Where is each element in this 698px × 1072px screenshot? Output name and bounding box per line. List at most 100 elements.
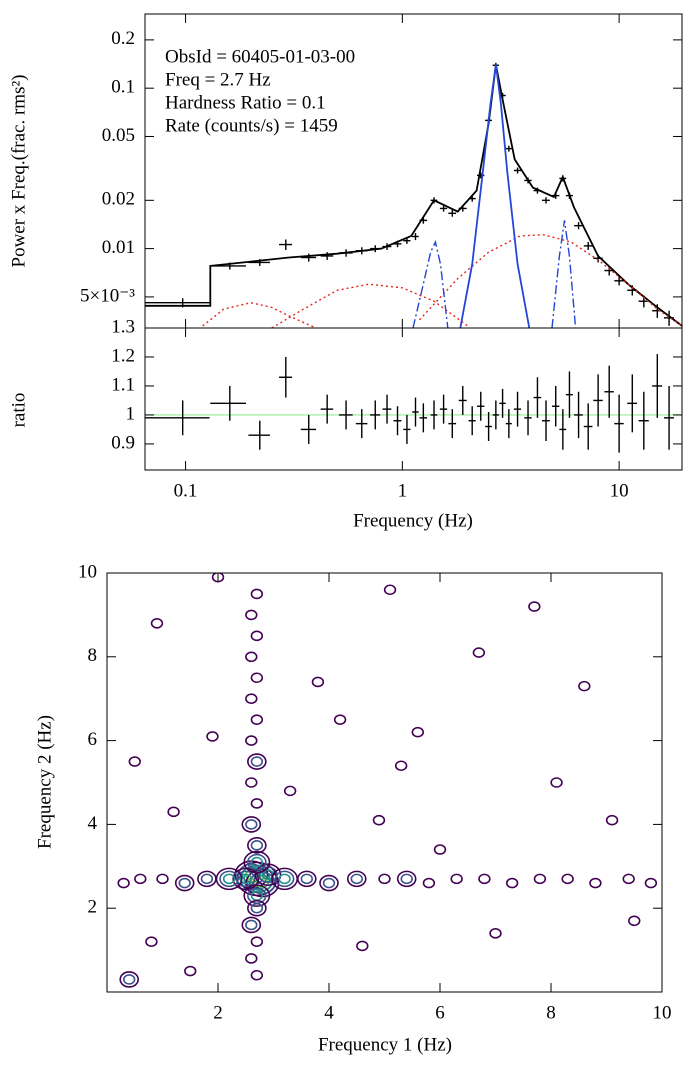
contour [505,877,519,889]
y-tick-label: 10 [78,561,97,582]
y-tick-label: 4 [88,813,98,834]
contour [450,873,463,885]
contour [174,874,195,892]
contour [250,902,264,914]
contour [622,873,635,885]
x-tick-label: 2 [213,1002,223,1023]
contour [245,609,258,621]
contour [245,735,258,746]
contour [589,877,602,889]
y-tick-label: 0.02 [102,189,135,210]
y-tick-label: 6 [88,729,98,750]
contour [250,756,264,767]
contour [356,940,369,952]
annotation: Freq = 2.7 Hz [165,69,271,90]
contour [206,731,219,742]
x-tick-label: 0.1 [174,480,198,501]
contour [489,928,502,939]
model-line [418,234,682,327]
y-tick-label: 1.3 [111,316,135,337]
contour [245,819,258,830]
y-axis-label: Power x Freq.(frac. rms²) [8,75,29,268]
contour [250,840,264,851]
contour [247,753,267,770]
contour [250,588,264,600]
annotation: Hardness Ratio = 0.1 [165,92,326,113]
y-tick-label: 1.2 [111,345,135,366]
y-tick-label: 0.1 [111,77,135,98]
contour [178,877,191,889]
contour [278,873,291,885]
contour [378,873,391,885]
y-tick-label: 1.1 [111,374,135,395]
contour [128,756,141,767]
contour [243,850,271,874]
contour [394,760,408,772]
contour [550,777,563,788]
contour [372,814,386,826]
axes-frame [106,572,663,993]
contour [219,870,239,888]
contour [156,873,169,885]
contour [274,870,295,888]
contour [245,953,258,964]
contour [119,971,139,988]
contour [239,873,252,885]
y-tick-label: 2 [88,897,98,918]
x-tick-label: 1 [398,480,408,501]
contour [245,777,258,788]
x-tick-label: 10 [653,1002,672,1023]
contour [250,798,264,809]
contour [433,844,447,855]
contour [578,680,591,692]
model-line [271,283,469,328]
contour [411,726,424,738]
contour [197,870,217,888]
x-axis-label: Frequency (Hz) [353,510,473,531]
contour [122,974,136,985]
plot-area [145,354,682,453]
plot-area [117,573,658,988]
contour [241,916,262,934]
contour [247,853,267,871]
y-tick-label: 8 [88,645,98,666]
contour [528,601,541,612]
contour [296,870,317,888]
axes-frame [144,327,683,471]
contour [628,915,641,927]
contour [350,873,363,885]
y-tick-label: 1 [126,403,136,424]
y-tick-label: 0.2 [111,28,135,49]
contour [478,873,491,885]
contour [283,785,297,797]
x-tick-label: 10 [610,480,629,501]
contour [247,899,267,917]
contour [250,969,264,981]
y-tick-label: 0.05 [102,125,135,146]
y-tick-label: 5×10⁻³ [80,285,135,306]
x-tick-label: 4 [324,1002,334,1023]
contour [400,873,413,885]
contour [184,965,197,977]
model-line [459,64,531,328]
contour [300,873,313,885]
contour [250,630,264,642]
contour [245,693,258,705]
x-axis-label: Frequency 1 (Hz) [318,1034,452,1055]
contour [319,874,339,892]
contour [150,617,164,629]
contour [254,863,282,886]
y-tick-label: 0.9 [111,432,135,453]
contour [117,877,130,889]
contour [644,877,658,889]
contour [235,870,256,888]
contour [396,870,417,888]
annotation: Rate (counts/s) = 1459 [165,115,338,136]
contour [222,873,236,885]
plot-area [145,62,682,328]
contour [250,936,264,948]
model-line [412,239,449,328]
contour [167,806,180,818]
contour [472,647,486,658]
